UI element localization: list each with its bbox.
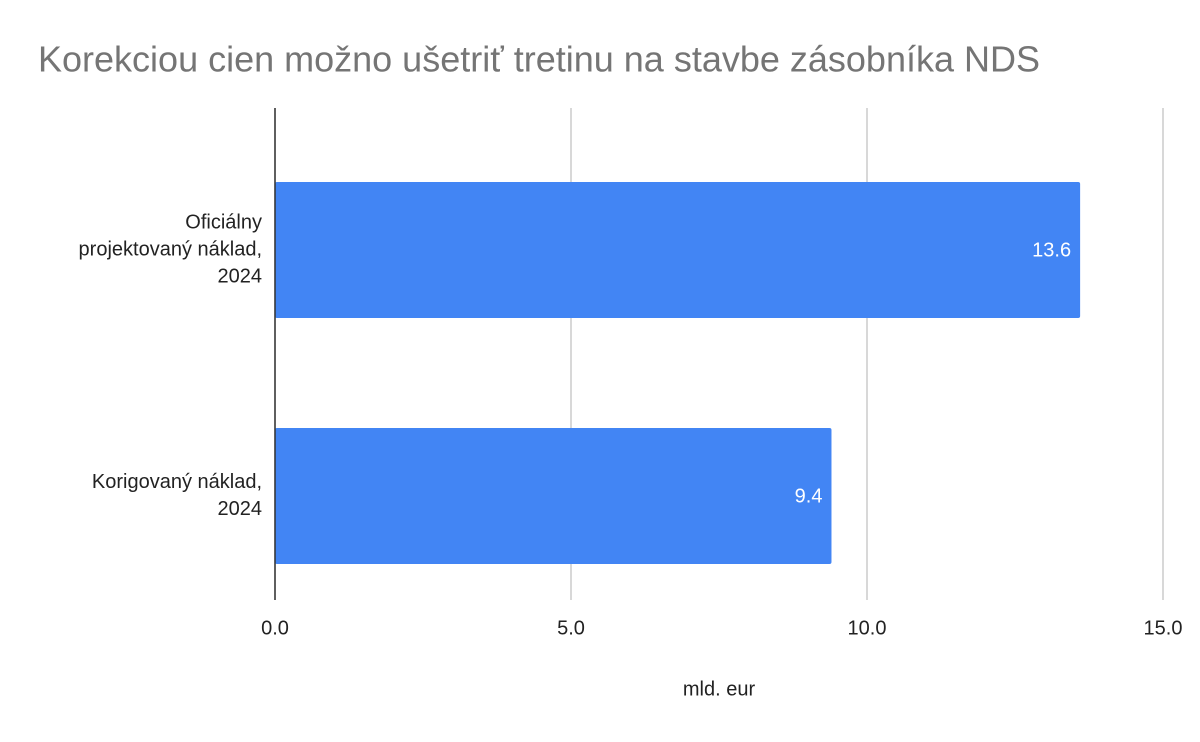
y-tick-label: Korigovaný náklad, 2024 [91,471,262,520]
bar [275,427,832,565]
bar [275,181,1081,319]
x-tick-label: 10.0 [848,617,887,639]
chart-title: Korekciou cien možno ušetriť tretinu na … [38,39,1040,80]
x-tick-label: 0.0 [261,617,289,639]
x-tick-label: 5.0 [557,617,585,639]
data-label: 9.4 [795,485,823,507]
x-tick-label: 15.0 [1144,617,1183,639]
y-tick-label: Oficiálny projektovaný náklad, 2024 [78,211,262,288]
data-label: 13.6 [1032,239,1071,261]
x-axis-title: mld. eur [683,678,756,700]
